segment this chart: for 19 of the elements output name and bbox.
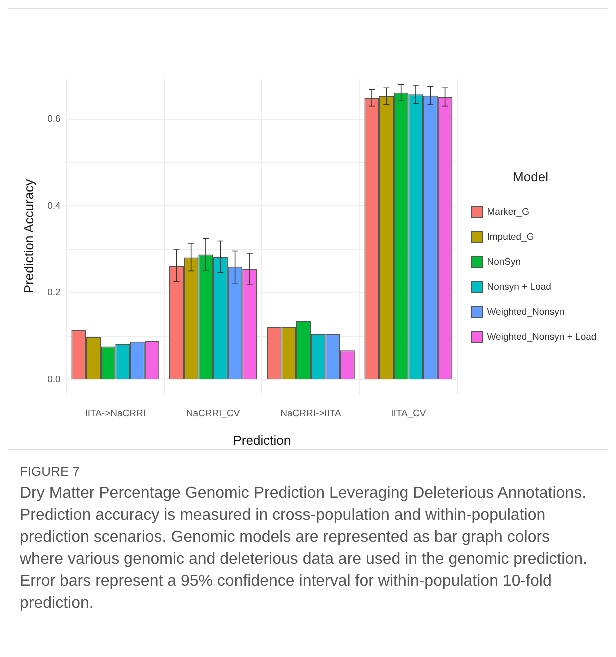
y-tick-label: 0.0 [48,374,61,386]
y-tick-label: 0.2 [48,288,61,299]
y-tick-label: 0.4 [48,200,61,212]
legend-label: Weighted_Nonsyn [487,306,565,318]
y-axis-title: Prediction Accuracy [21,178,36,294]
legend-label: NonSyn [487,256,522,268]
x-tick-label: IITA->NaCRRI [85,408,146,420]
text: Dry Matter Percentage Genomic Prediction Leveraging Deleterious Annotations. Prediction accuracy is measured in cross-population and within-population prediction scenarios. Genomic models are represented as bar graph colors where various genomic and deleterious data are used in the genomic prediction. Error bars represent a 95% confidence interval for within-population 10-fold prediction. [20,484,588,614]
legend-label: Nonsyn + Load [487,282,552,293]
x-tick-label: NaCRRI_CV [186,408,241,420]
x-axis-title: Prediction [233,432,292,448]
legend-label: Marker_G [487,206,530,218]
legend-label: Imputed_G [487,232,534,243]
y-tick-label: 0.6 [48,114,61,125]
x-tick-label: IITA_CV [391,408,427,420]
legend-title: Model [513,169,549,184]
x-tick-label: NaCRRI->IITA [280,408,342,420]
caption: FIGURE 7 [20,464,81,479]
legend-label: Weighted_Nonsyn + Load [487,332,597,343]
